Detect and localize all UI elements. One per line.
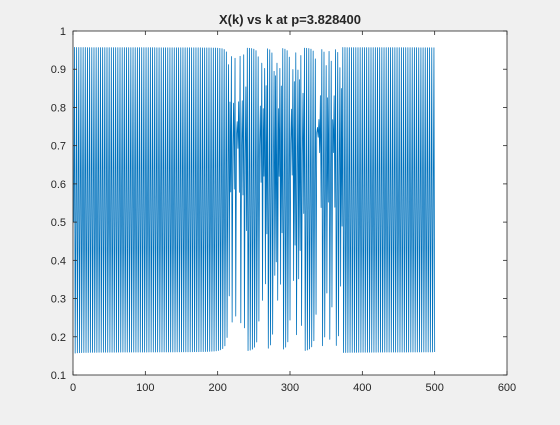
y-tick-label: 0.2 <box>51 332 66 344</box>
x-tick-label: 0 <box>70 382 76 394</box>
series-line-1 <box>73 47 436 354</box>
y-tick-label: 0.1 <box>51 370 66 382</box>
y-axis-ticks: 0.1 0.2 0.3 0.4 0.5 0.6 0.7 0.8 0.9 1 <box>51 26 507 382</box>
x-tick-label: 600 <box>498 382 516 394</box>
y-tick-label: 0.3 <box>51 294 66 306</box>
chart-title: X(k) vs k at p=3.828400 <box>219 12 361 27</box>
x-tick-label: 400 <box>353 382 371 394</box>
y-tick-label: 0.7 <box>51 141 66 153</box>
y-tick-label: 0.8 <box>51 102 66 114</box>
x-tick-label: 300 <box>281 382 299 394</box>
plot-lines <box>73 47 436 354</box>
x-tick-label: 500 <box>425 382 443 394</box>
y-tick-label: 0.6 <box>51 179 66 191</box>
x-tick-label: 100 <box>136 382 154 394</box>
x-axis-ticks: 0 100 200 300 400 500 600 <box>70 31 516 394</box>
y-tick-label: 0.4 <box>51 255 66 267</box>
y-tick-label: 1 <box>60 26 66 38</box>
y-tick-label: 0.9 <box>51 64 66 76</box>
y-tick-label: 0.5 <box>51 217 66 229</box>
x-tick-label: 200 <box>208 382 226 394</box>
